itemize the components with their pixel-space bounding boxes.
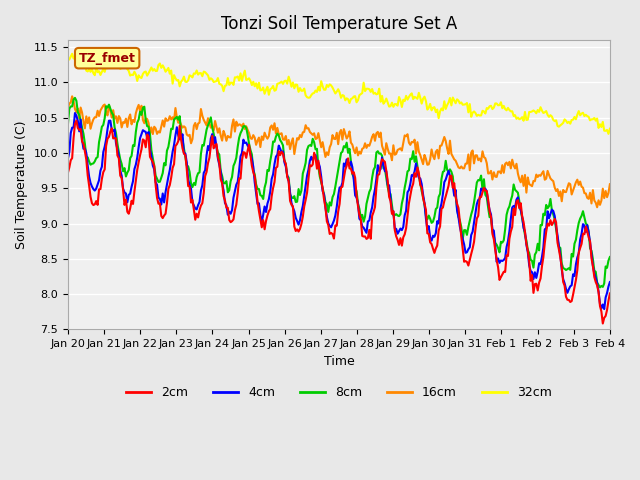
Legend: 2cm, 4cm, 8cm, 16cm, 32cm: 2cm, 4cm, 8cm, 16cm, 32cm bbox=[121, 381, 557, 404]
Y-axis label: Soil Temperature (C): Soil Temperature (C) bbox=[15, 120, 28, 249]
Text: TZ_fmet: TZ_fmet bbox=[79, 52, 136, 65]
Title: Tonzi Soil Temperature Set A: Tonzi Soil Temperature Set A bbox=[221, 15, 457, 33]
X-axis label: Time: Time bbox=[323, 355, 355, 368]
